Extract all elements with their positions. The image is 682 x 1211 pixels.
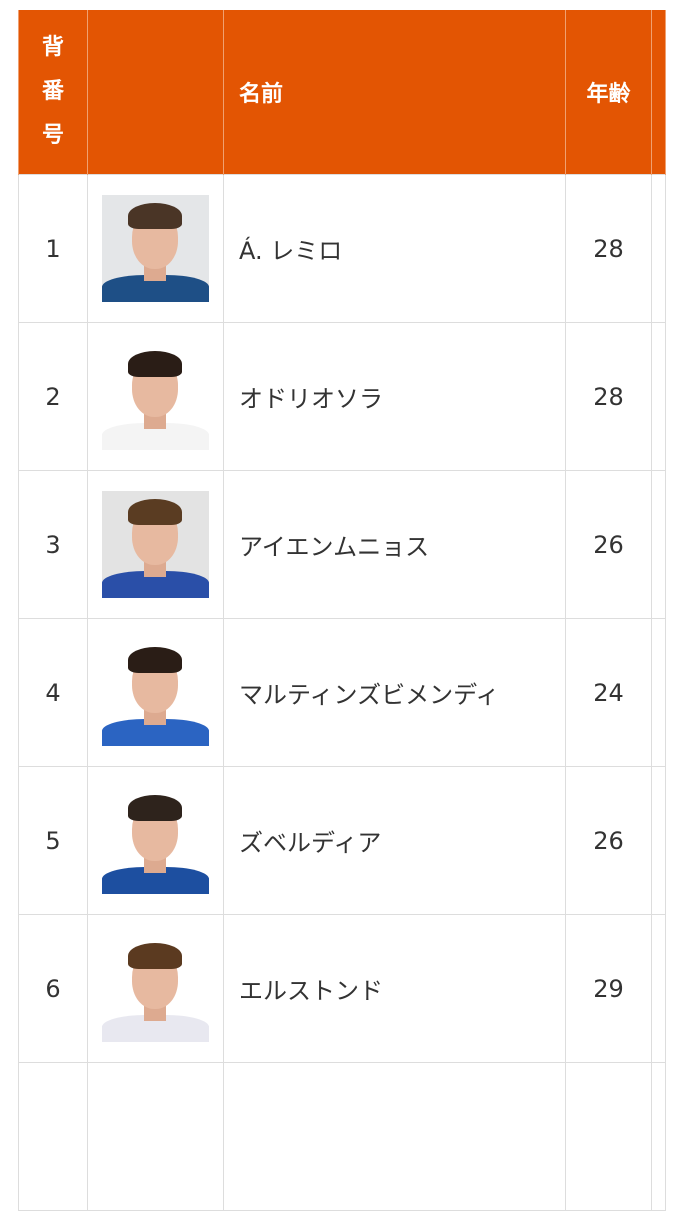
player-number: 6 <box>18 914 88 1063</box>
player-photo-cell <box>87 766 224 915</box>
hair-shape <box>128 795 182 821</box>
header-extra <box>651 10 666 175</box>
header-photo <box>87 10 224 175</box>
header-name: 名前 <box>223 10 566 175</box>
empty-cell <box>223 1062 566 1211</box>
hair-shape <box>128 351 182 377</box>
table-row[interactable]: 6 エルストンド 29 <box>18 914 666 1063</box>
player-photo-cell <box>87 174 224 323</box>
table-row[interactable]: 2 オドリオソラ 28 <box>18 322 666 471</box>
neck-shape <box>144 561 166 577</box>
player-number: 4 <box>18 618 88 767</box>
player-name[interactable]: Á. レミロ <box>223 174 566 323</box>
player-age: 24 <box>565 618 652 767</box>
neck-shape <box>144 857 166 873</box>
player-photo <box>102 639 209 746</box>
player-number: 5 <box>18 766 88 915</box>
table-header-row: 背番号 名前 年齢 <box>18 10 666 175</box>
player-name[interactable]: アイエンムニョス <box>223 470 566 619</box>
empty-cell <box>87 1062 224 1211</box>
squad-table: 背番号 名前 年齢 1 Á. レミロ 28 2 <box>18 10 666 1211</box>
player-photo <box>102 491 209 598</box>
player-photo <box>102 195 209 302</box>
header-age: 年齢 <box>565 10 652 175</box>
player-age: 28 <box>565 174 652 323</box>
squad-table-container: 背番号 名前 年齢 1 Á. レミロ 28 2 <box>18 0 666 1211</box>
player-name[interactable]: オドリオソラ <box>223 322 566 471</box>
player-photo-cell <box>87 618 224 767</box>
empty-cell <box>18 1062 88 1211</box>
player-photo-cell <box>87 322 224 471</box>
table-row[interactable]: 5 ズベルディア 26 <box>18 766 666 915</box>
player-name[interactable]: マルティンズビメンディ <box>223 618 566 767</box>
hair-shape <box>128 943 182 969</box>
player-number: 2 <box>18 322 88 471</box>
empty-cell <box>651 1062 666 1211</box>
table-row[interactable]: 4 マルティンズビメンディ 24 <box>18 618 666 767</box>
empty-cell <box>565 1062 652 1211</box>
player-photo-cell <box>87 470 224 619</box>
player-number: 3 <box>18 470 88 619</box>
table-row[interactable]: 1 Á. レミロ 28 <box>18 174 666 323</box>
table-row <box>18 1062 666 1211</box>
neck-shape <box>144 709 166 725</box>
player-photo <box>102 787 209 894</box>
player-age: 28 <box>565 322 652 471</box>
extra-cell <box>651 766 666 915</box>
player-age: 26 <box>565 470 652 619</box>
neck-shape <box>144 413 166 429</box>
neck-shape <box>144 265 166 281</box>
hair-shape <box>128 647 182 673</box>
player-name[interactable]: エルストンド <box>223 914 566 1063</box>
table-row[interactable]: 3 アイエンムニョス 26 <box>18 470 666 619</box>
player-photo <box>102 935 209 1042</box>
player-photo-cell <box>87 914 224 1063</box>
player-name[interactable]: ズベルディア <box>223 766 566 915</box>
extra-cell <box>651 322 666 471</box>
hair-shape <box>128 203 182 229</box>
player-number: 1 <box>18 174 88 323</box>
player-age: 29 <box>565 914 652 1063</box>
player-age: 26 <box>565 766 652 915</box>
extra-cell <box>651 470 666 619</box>
player-photo <box>102 343 209 450</box>
extra-cell <box>651 914 666 1063</box>
header-number-label: 背番号 <box>41 35 64 148</box>
extra-cell <box>651 174 666 323</box>
extra-cell <box>651 618 666 767</box>
neck-shape <box>144 1005 166 1021</box>
header-number: 背番号 <box>18 10 88 175</box>
hair-shape <box>128 499 182 525</box>
